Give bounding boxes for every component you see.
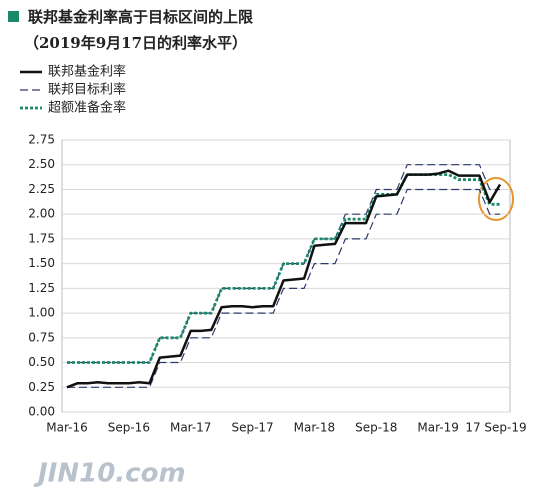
x-tick-label: Mar-19 bbox=[417, 421, 458, 435]
line-series bbox=[66, 169, 502, 389]
plot-frame bbox=[61, 139, 511, 413]
x-tick-label: Mar-18 bbox=[294, 421, 335, 435]
x-tick-label: Mar-16 bbox=[46, 421, 87, 435]
chart-title: 联邦基金利率高于目标区间的上限 bbox=[28, 8, 253, 26]
y-tick-label: 1.25 bbox=[28, 281, 55, 295]
y-tick-label: 2.75 bbox=[28, 133, 55, 147]
x-tick-label: Sep-18 bbox=[355, 421, 397, 435]
x-tick-label: Sep-17 bbox=[231, 421, 273, 435]
legend-label: 超额准备金率 bbox=[48, 100, 126, 116]
y-tick-label: 1.75 bbox=[28, 231, 55, 245]
title-marker bbox=[8, 11, 19, 22]
x-tick-label: 17 Sep-19 bbox=[465, 421, 526, 435]
y-tick-label: 0.75 bbox=[28, 330, 55, 344]
line-series bbox=[67, 173, 500, 364]
x-tick-label: Mar-17 bbox=[170, 421, 211, 435]
y-tick-label: 0.50 bbox=[28, 355, 55, 369]
y-tick-label: 1.00 bbox=[28, 306, 55, 320]
y-tick-label: 2.25 bbox=[28, 182, 55, 196]
y-tick-label: 0.25 bbox=[28, 380, 55, 394]
x-tick-label: Sep-16 bbox=[108, 421, 150, 435]
y-tick-label: 2.00 bbox=[28, 207, 55, 221]
y-tick-label: 2.50 bbox=[28, 157, 55, 171]
line-series bbox=[67, 188, 500, 388]
y-tick-label: 1.50 bbox=[28, 256, 55, 270]
y-tick-label: 0.00 bbox=[28, 405, 55, 419]
chart-subtitle: （2019年9月17日的利率水平） bbox=[24, 34, 247, 52]
watermark: JIN10.com bbox=[33, 459, 186, 489]
highlight-circle bbox=[478, 177, 514, 221]
legend-label: 联邦目标利率 bbox=[48, 82, 126, 98]
legend-label: 联邦基金利率 bbox=[48, 64, 126, 80]
